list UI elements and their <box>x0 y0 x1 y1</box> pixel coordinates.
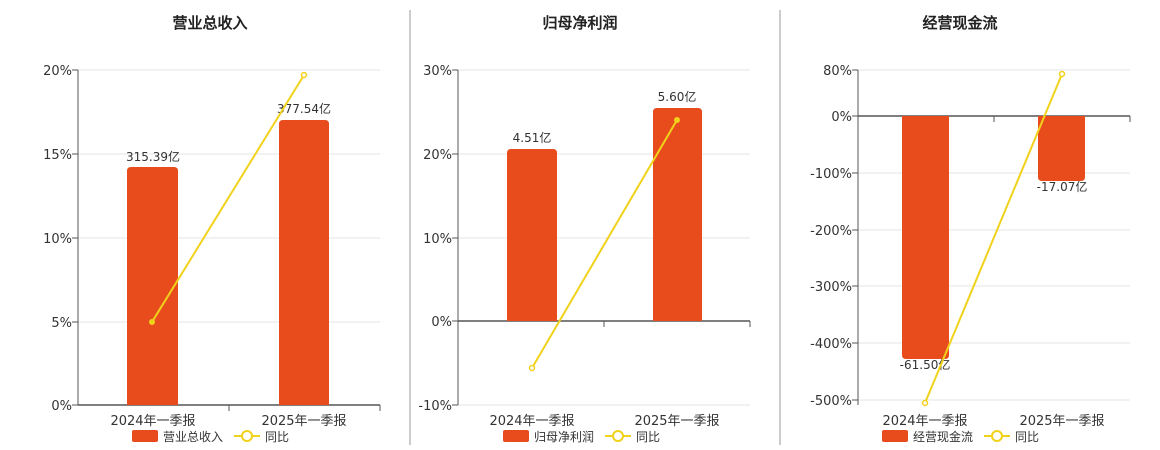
y-tick-label: 0% <box>431 315 452 330</box>
y-gridlines <box>858 69 1130 401</box>
y-tick-label: 10% <box>43 232 72 247</box>
legend-bar-label: 经营现金流 <box>913 429 973 444</box>
y-tick-label: -300% <box>810 280 852 295</box>
bar-data-label: 5.60亿 <box>658 89 697 104</box>
chart-title: 经营现金流 <box>922 14 997 32</box>
yoy-point <box>1058 70 1066 78</box>
legend-line-marker <box>991 430 1003 442</box>
bar-data-label: -17.07亿 <box>1037 179 1088 194</box>
yoy-line <box>151 74 305 323</box>
y-tick-label: -500% <box>810 394 852 409</box>
bar <box>653 108 702 321</box>
yoy-point <box>300 71 308 79</box>
yoy-point <box>528 364 536 372</box>
bar-data-label: 377.54亿 <box>277 101 331 116</box>
x-tick-label: 2024年一季报 <box>489 414 574 429</box>
legend-bar-swatch <box>882 430 908 442</box>
y-tick-label: -400% <box>810 337 852 352</box>
legend-bar-swatch <box>503 430 529 442</box>
bar <box>902 116 949 359</box>
legend-bar-label: 归母净利润 <box>534 430 594 444</box>
bar <box>1038 116 1085 181</box>
legend: 经营现金流 同比 <box>882 429 1039 444</box>
chart-title: 营业总收入 <box>172 14 247 32</box>
y-tick-label: 10% <box>423 232 452 247</box>
legend-line-label: 同比 <box>265 430 289 444</box>
bar <box>127 167 178 405</box>
y-tick-label: 30% <box>423 64 452 79</box>
x-tick-label: 2024年一季报 <box>882 414 967 429</box>
y-tick-label: 0% <box>831 110 852 125</box>
legend-line-marker <box>241 430 253 442</box>
y-tick-label: -10% <box>418 399 452 414</box>
y-tick-label: 20% <box>423 148 452 163</box>
bar <box>279 120 329 405</box>
yoy-point <box>921 399 929 407</box>
y-gridlines <box>458 69 750 406</box>
bar-data-label: -61.50亿 <box>900 357 951 372</box>
x-tick-label: 2025年一季报 <box>261 414 346 429</box>
y-tick-label: -200% <box>810 224 852 239</box>
legend-bar-swatch <box>132 430 158 442</box>
chart-panel-revenue: 营业总收入 20% 15% 10% 5% 0% 315.39亿 377.54亿 … <box>43 14 381 444</box>
bar <box>507 149 557 321</box>
legend-line-label: 同比 <box>1015 430 1039 444</box>
chart-title: 归母净利润 <box>542 14 617 32</box>
yoy-line <box>924 73 1063 404</box>
y-tick-marks <box>72 69 381 411</box>
legend: 营业总收入 同比 <box>132 430 289 444</box>
yoy-point <box>149 319 155 325</box>
y-tick-marks <box>852 69 1131 401</box>
chart-panel-net-profit: 归母净利润 30% 20% 10% 0% -10% 4.51亿 5.60亿 20… <box>418 14 751 444</box>
bar-data-label: 315.39亿 <box>126 149 180 164</box>
y-tick-label: 15% <box>43 148 72 163</box>
x-tick-label: 2025年一季报 <box>634 414 719 429</box>
legend: 归母净利润 同比 <box>503 430 660 444</box>
yoy-point <box>674 117 680 123</box>
x-tick-label: 2025年一季报 <box>1019 414 1104 429</box>
y-tick-label: 0% <box>51 399 72 414</box>
x-tick-label: 2024年一季报 <box>110 414 195 429</box>
y-tick-label: 5% <box>51 316 72 331</box>
chart-panel-cash-flow: 经营现金流 80% 0% -100% -200% -300% -400% -50… <box>810 14 1131 444</box>
legend-bar-label: 营业总收入 <box>163 430 223 444</box>
legend-line-marker <box>612 430 624 442</box>
y-tick-label: -100% <box>810 167 852 182</box>
legend-line-label: 同比 <box>636 430 660 444</box>
yoy-line <box>531 119 678 369</box>
y-tick-label: 80% <box>823 64 852 79</box>
y-tick-label: 20% <box>43 64 72 79</box>
y-tick-marks <box>452 69 751 406</box>
bar-data-label: 4.51亿 <box>513 130 552 145</box>
